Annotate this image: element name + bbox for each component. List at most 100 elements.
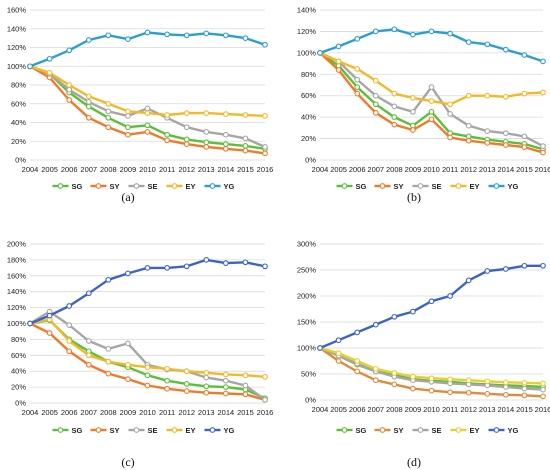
panel-d-point-yg xyxy=(484,268,491,274)
panel-b-y-tick-label: 20% xyxy=(301,134,316,143)
panel-b-point-yg xyxy=(428,28,435,35)
panel-c-x-tick-label: 2013 xyxy=(198,408,215,417)
panel-b-legend-marker-ey xyxy=(455,183,462,189)
panel-b-point-ey xyxy=(502,93,509,100)
panel-c-point-yg xyxy=(85,290,92,297)
panel-a-x-tick-label: 2006 xyxy=(61,165,78,174)
panel-c-point-sy xyxy=(125,376,131,382)
panel-d-point-ey xyxy=(428,375,435,382)
panel-b-legend-marker-yg xyxy=(493,183,500,189)
panel-b-point-sy xyxy=(484,140,491,146)
panel-a-point-yg xyxy=(203,30,210,37)
panel-a-chart: (a) 0%20%40%60%80%100%120%140%160%2004 20… xyxy=(7,6,274,205)
panel-c-point-se xyxy=(262,396,268,403)
panel-a-point-ey xyxy=(105,100,112,107)
panel-d-point-ey xyxy=(410,373,416,380)
panel-b-y-tick-label: 60% xyxy=(301,91,316,100)
panel-c-point-sy xyxy=(203,389,210,396)
panel-c-x-tick-label: 2006 xyxy=(61,408,78,417)
panel-d-series-line-yg xyxy=(318,264,545,350)
panel-b-y-tick-label: 100% xyxy=(297,48,317,57)
panel-c-label: (c) xyxy=(121,455,134,469)
panel-a-x-tick-label: 2016 xyxy=(257,165,274,174)
panel-d-legend-marker-sy xyxy=(379,427,386,433)
panel-b-point-ey xyxy=(465,92,472,99)
panel-b-x-tick-label: 2015 xyxy=(516,165,533,174)
panel-b-point-se xyxy=(521,133,528,140)
panel-c-point-yg xyxy=(105,276,112,283)
panel-c-legend-marker-sg xyxy=(57,427,64,433)
panel-d-x-tick-label: 2015 xyxy=(516,405,533,414)
panel-a-point-se xyxy=(183,124,190,131)
panel-a-point-sg xyxy=(183,136,190,143)
panel-d-point-sy xyxy=(484,390,491,397)
panel-d-y-tick-label: 200% xyxy=(297,292,317,301)
panel-c-point-ey xyxy=(203,369,210,376)
panel-c-legend-marker-se xyxy=(133,427,140,433)
panel-d-y-tick-label: 250% xyxy=(297,266,317,275)
panel-b-point-se xyxy=(428,84,435,90)
panel-a-point-sg xyxy=(125,124,131,131)
panel-c-point-yg xyxy=(125,270,131,277)
panel-d-label: (d) xyxy=(407,455,421,469)
panel-d-point-sy xyxy=(502,391,509,398)
panel-b-point-se xyxy=(391,103,398,110)
panel-c-y-tick-label: 0% xyxy=(15,399,26,408)
panel-d-point-yg xyxy=(354,329,361,336)
panel-c-y-tick-label: 100% xyxy=(7,319,27,328)
panel-b-x-tick-label: 2006 xyxy=(349,165,366,174)
panel-a-y-tick-label: 160% xyxy=(7,6,27,15)
panel-c-point-sg xyxy=(203,383,210,390)
panel-c-point-sg xyxy=(222,384,229,390)
panel-b-legend-marker-sg xyxy=(341,183,348,189)
panel-c-legend-marker-yg xyxy=(209,427,216,433)
panel-b-x-tick-label: 2007 xyxy=(367,165,384,174)
panel-d-chart: (d) 0%50%100%150%200%250%300%2004 2005 200… xyxy=(297,240,550,470)
panel-a-x-tick-label: 2015 xyxy=(237,165,254,174)
panel-a-point-ey xyxy=(203,110,210,116)
panel-c-point-yg xyxy=(222,260,229,266)
panel-d-legend-marker-sg xyxy=(341,427,348,433)
panel-c-point-sy xyxy=(242,391,249,398)
panel-b-point-sy xyxy=(502,142,509,148)
panel-b-label: (b) xyxy=(407,190,421,204)
panel-d-point-sy xyxy=(540,393,546,400)
panel-c-point-sy xyxy=(222,390,229,397)
panel-a-point-yg xyxy=(242,35,249,41)
panel-c-point-ey xyxy=(125,361,131,368)
panel-a-legend-label-yg: YG xyxy=(224,182,235,191)
panel-d-point-ey xyxy=(540,380,546,387)
panel-b-point-ey xyxy=(410,95,416,101)
panel-a-point-sy xyxy=(262,150,268,157)
panel-b-point-sy xyxy=(428,116,435,123)
panel-b-x-tick-label: 2010 xyxy=(423,165,440,174)
panel-b-x-tick-label: 2016 xyxy=(535,165,550,174)
panel-b-legend-label-se: SE xyxy=(432,182,442,191)
panel-d-legend-label-sg: SG xyxy=(356,426,367,435)
panel-c-point-se xyxy=(85,338,92,344)
panel-a-legend-marker-sy xyxy=(95,183,102,189)
panel-b-legend-label-sg: SG xyxy=(356,182,367,191)
panel-b-point-sy xyxy=(391,121,398,128)
panel-d-point-ey xyxy=(391,370,398,376)
panel-d-point-se xyxy=(540,386,546,393)
panel-a-legend-marker-se xyxy=(133,183,140,189)
panel-c-point-ey xyxy=(66,338,73,344)
panel-b-legend-label-yg: YG xyxy=(508,182,519,191)
panel-a-x-tick-label: 2013 xyxy=(198,165,215,174)
panel-a-point-sy xyxy=(105,124,112,131)
panel-d-legend-label-ey: EY xyxy=(470,426,480,435)
panel-a-point-yg xyxy=(164,31,170,38)
panel-b-point-yg xyxy=(410,31,416,38)
panel-d-y-tick-label: 0% xyxy=(305,396,316,405)
panel-d-point-yg xyxy=(391,313,398,320)
panel-b-point-se xyxy=(354,76,361,83)
panel-d-x-tick-label: 2010 xyxy=(423,405,440,414)
panel-c-x-tick-label: 2012 xyxy=(178,408,195,417)
panel-b-point-yg xyxy=(391,26,398,33)
panel-c-point-yg xyxy=(46,312,53,319)
panel-d-y-tick-label: 300% xyxy=(297,240,317,249)
panel-a-point-se xyxy=(66,86,73,93)
panel-d-point-yg xyxy=(447,293,453,299)
panel-a-x-tick-label: 2005 xyxy=(41,165,58,174)
